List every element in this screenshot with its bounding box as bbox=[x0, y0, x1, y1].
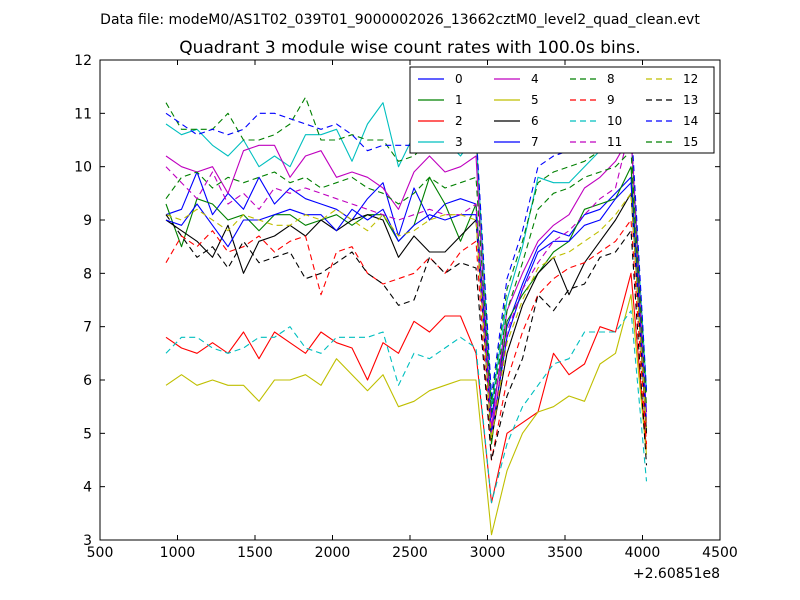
legend-label-14: 14 bbox=[683, 114, 698, 128]
legend-label-3: 3 bbox=[455, 135, 463, 149]
y-tick-label-10: 10 bbox=[74, 160, 92, 176]
x-tick-label-500: 500 bbox=[87, 545, 114, 561]
series-line-12 bbox=[165, 192, 648, 440]
series-line-0 bbox=[165, 171, 648, 418]
series-line-15 bbox=[165, 150, 648, 413]
y-tick-label-9: 9 bbox=[83, 213, 92, 229]
x-tick-label-1500: 1500 bbox=[237, 545, 273, 561]
legend-label-2: 2 bbox=[455, 114, 463, 128]
legend-label-0: 0 bbox=[455, 72, 463, 86]
y-tick-label-12: 12 bbox=[74, 53, 92, 69]
legend-label-11: 11 bbox=[607, 135, 622, 149]
y-tick-label-3: 3 bbox=[83, 533, 92, 549]
x-tick-label-2500: 2500 bbox=[392, 545, 428, 561]
y-tick-label-6: 6 bbox=[83, 373, 92, 389]
chart-suptitle: Data file: modeM0/AS1T02_039T01_90000020… bbox=[100, 12, 700, 28]
series-line-2 bbox=[165, 272, 648, 504]
x-tick-label-4500: 4500 bbox=[702, 545, 738, 561]
y-tick-label-7: 7 bbox=[83, 320, 92, 336]
legend-label-6: 6 bbox=[531, 114, 539, 128]
series-line-10 bbox=[165, 310, 648, 504]
series-line-14 bbox=[165, 112, 648, 397]
legend-label-15: 15 bbox=[683, 135, 698, 149]
legend-label-13: 13 bbox=[683, 93, 698, 107]
legend-label-9: 9 bbox=[607, 93, 615, 107]
y-tick-label-8: 8 bbox=[83, 266, 92, 282]
series-line-8 bbox=[165, 96, 648, 402]
legend-label-10: 10 bbox=[607, 114, 622, 128]
series-line-6 bbox=[165, 192, 648, 440]
y-tick-label-11: 11 bbox=[74, 106, 92, 122]
series-line-3 bbox=[165, 102, 648, 408]
legend-label-8: 8 bbox=[607, 72, 615, 86]
series-line-11 bbox=[165, 123, 648, 434]
plot-area: 500 1000 1500 2000 2500 3000 3500 4000 4500 3 4 5 6 7… bbox=[74, 53, 738, 561]
series-line-9 bbox=[165, 219, 648, 461]
legend-box bbox=[409, 66, 715, 154]
x-tick-label-3000: 3000 bbox=[470, 545, 506, 561]
legend-label-4: 4 bbox=[531, 72, 539, 86]
legend-label-12: 12 bbox=[683, 72, 698, 86]
legend-label-1: 1 bbox=[455, 93, 463, 107]
y-tick-label-5: 5 bbox=[83, 426, 92, 442]
x-tick-label-2000: 2000 bbox=[315, 545, 351, 561]
series-line-5 bbox=[165, 294, 648, 536]
legend-label-5: 5 bbox=[531, 93, 539, 107]
series-line-13 bbox=[165, 214, 648, 466]
x-tick-label-3500: 3500 bbox=[547, 545, 583, 561]
series-line-4 bbox=[165, 134, 648, 429]
y-tick-label-4: 4 bbox=[83, 480, 92, 496]
chart-title: Quadrant 3 module wise count rates with … bbox=[179, 38, 640, 58]
x-offset-label: +2.60851e8 bbox=[633, 566, 720, 582]
legend-label-7: 7 bbox=[531, 135, 539, 149]
x-tick-label-1000: 1000 bbox=[160, 545, 196, 561]
x-tick-label-4000: 4000 bbox=[625, 545, 661, 561]
